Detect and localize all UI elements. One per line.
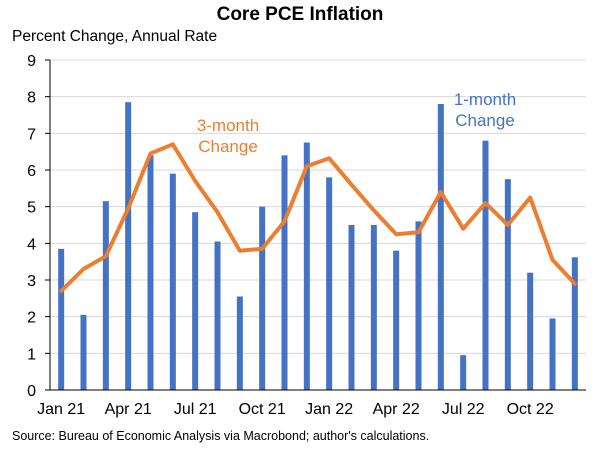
y-tick-label: 9 bbox=[27, 53, 36, 70]
y-tick-label: 8 bbox=[27, 90, 36, 107]
annotation-1-month-line2: Change bbox=[455, 111, 515, 130]
chart-title: Core PCE Inflation bbox=[216, 4, 384, 25]
bar-1-month-Aug-21 bbox=[214, 241, 221, 390]
y-tick-label: 3 bbox=[27, 273, 36, 290]
x-tick-label: Oct 22 bbox=[507, 401, 554, 418]
bar-1-month-Oct-21 bbox=[259, 206, 266, 390]
y-tick-label: 0 bbox=[27, 383, 36, 400]
bar-1-month-Sep-21 bbox=[236, 296, 243, 390]
bar-1-month-Oct-22 bbox=[527, 272, 534, 390]
bar-1-month-Feb-22 bbox=[348, 225, 355, 390]
bar-1-month-Jun-22 bbox=[437, 104, 444, 390]
bar-1-month-Jul-22 bbox=[460, 355, 467, 390]
y-tick-label: 4 bbox=[27, 236, 36, 253]
source-note: Source: Bureau of Economic Analysis via … bbox=[12, 429, 430, 443]
bar-1-month-May-22 bbox=[415, 221, 422, 390]
bar-1-month-Apr-21 bbox=[125, 102, 132, 391]
annotation-3-month-line2: Change bbox=[198, 137, 258, 156]
bar-1-month-Feb-21 bbox=[80, 314, 87, 390]
x-tick-label: Apr 21 bbox=[105, 401, 152, 418]
bar-1-month-May-21 bbox=[147, 155, 154, 390]
x-tick-label: Jul 22 bbox=[442, 401, 485, 418]
x-tick-label: Oct 21 bbox=[239, 401, 286, 418]
bar-1-month-Sep-22 bbox=[504, 179, 511, 390]
x-tick-label: Jan 22 bbox=[305, 401, 353, 418]
bar-1-month-Jun-21 bbox=[169, 173, 176, 390]
y-tick-label: 6 bbox=[27, 163, 36, 180]
bar-1-month-Jan-22 bbox=[326, 177, 333, 390]
bar-1-month-Dec-21 bbox=[303, 142, 310, 390]
annotation-1-month-line1: 1-month bbox=[454, 90, 516, 109]
bar-1-month-Aug-22 bbox=[482, 140, 489, 390]
bar-1-month-Jul-21 bbox=[192, 212, 199, 390]
bar-1-month-Mar-22 bbox=[370, 225, 377, 390]
x-tick-label: Jan 21 bbox=[37, 401, 85, 418]
y-tick-label: 5 bbox=[27, 200, 36, 217]
x-tick-label: Apr 22 bbox=[373, 401, 420, 418]
bar-1-month-Jan-21 bbox=[58, 248, 65, 390]
bar-1-month-Nov-22 bbox=[549, 318, 556, 390]
y-tick-label: 1 bbox=[27, 346, 36, 363]
line-3-month-change bbox=[59, 142, 577, 293]
y-tick-label: 2 bbox=[27, 310, 36, 327]
y-axis-label: Percent Change, Annual Rate bbox=[12, 28, 218, 45]
y-tick-label: 7 bbox=[27, 126, 36, 143]
x-tick-label: Jul 21 bbox=[174, 401, 217, 418]
bar-1-month-Apr-22 bbox=[393, 250, 400, 390]
bar-1-month-Nov-21 bbox=[281, 155, 288, 390]
bar-1-month-Dec-22 bbox=[571, 257, 578, 390]
annotation-3-month-line1: 3-month bbox=[197, 116, 259, 135]
bar-1-month-Mar-21 bbox=[102, 201, 109, 390]
